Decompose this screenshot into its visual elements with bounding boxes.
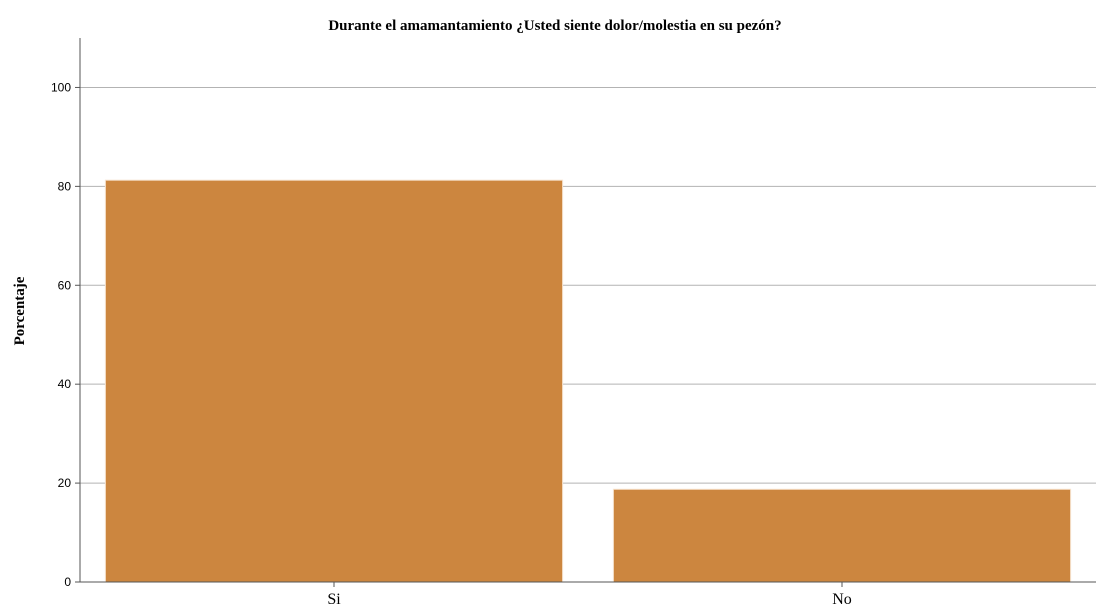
bar-si — [104, 179, 564, 583]
y-tick-label-0: 0 — [64, 575, 71, 589]
chart-title: Durante el amamantamiento ¿Usted siente … — [328, 18, 781, 34]
y-tick-label-60: 60 — [58, 278, 72, 292]
bars — [104, 179, 1072, 583]
y-axis-label: Porcentaje — [12, 276, 28, 345]
bar-no — [612, 488, 1072, 583]
axes — [79, 38, 1096, 583]
x-tick-label-no: No — [832, 591, 852, 608]
x-tick-label-si: Si — [327, 591, 341, 608]
y-tick-label-80: 80 — [58, 179, 72, 193]
y-tick-label-40: 40 — [58, 377, 72, 391]
y-tick-label-100: 100 — [51, 80, 71, 94]
x-tick-labels: Si No — [327, 582, 852, 608]
y-tick-label-20: 20 — [58, 476, 72, 490]
y-tick-labels: 0 20 40 60 80 100 — [51, 80, 80, 589]
